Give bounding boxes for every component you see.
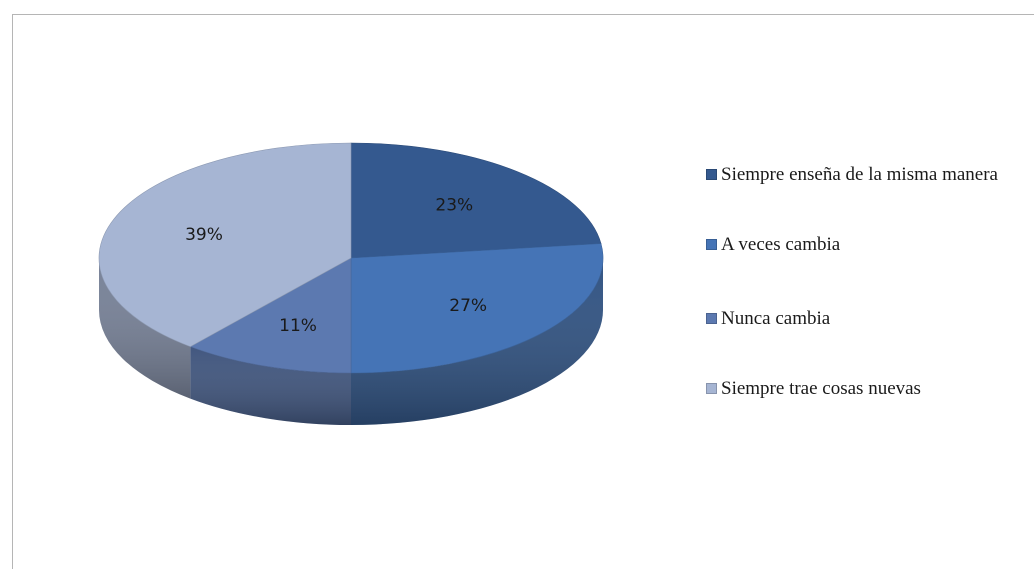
pie-data-label: 39% xyxy=(185,225,223,245)
legend-label: A veces cambia xyxy=(721,234,841,255)
pie-slice-nunca-cambia xyxy=(189,257,352,374)
pie-data-label: 23% xyxy=(435,196,473,216)
pie-data-label: 11% xyxy=(279,316,317,336)
legend-label: Siempre trae cosas nuevas xyxy=(721,378,921,399)
pie-side-shade xyxy=(190,346,351,425)
pie-sides xyxy=(99,258,603,425)
pie-slice-siempre-trae-cosas-nuevas xyxy=(98,142,352,347)
legend-item-siempre-ensena: Siempre enseña de la misma manera xyxy=(706,163,1034,187)
legend-label: Nunca cambia xyxy=(721,308,831,329)
pie-slice-a-veces-cambia xyxy=(350,243,604,374)
legend-swatch xyxy=(706,313,717,324)
pie-side-shade xyxy=(351,258,603,425)
legend-label: Siempre enseña de la misma manera xyxy=(721,164,998,185)
pie-data-label: 27% xyxy=(449,296,487,316)
legend-item-siempre-trae: Siempre trae cosas nuevas xyxy=(706,377,1021,401)
legend-swatch xyxy=(706,383,717,394)
legend-swatch xyxy=(706,239,717,250)
pie-slices xyxy=(98,142,604,374)
legend-item-nunca-cambia: Nunca cambia xyxy=(706,307,1021,331)
pie-data-labels: 23% 27% 11% 39% xyxy=(185,196,487,337)
pie-side-shade xyxy=(99,258,191,399)
legend-item-a-veces-cambia: A veces cambia xyxy=(706,233,1021,257)
pie-slice-siempre-ensena-de-la-misma-manera xyxy=(350,142,602,259)
legend-swatch xyxy=(706,169,717,180)
